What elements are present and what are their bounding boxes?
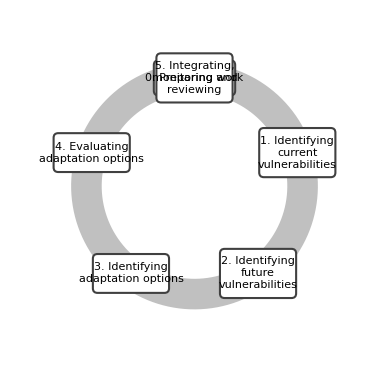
Text: 2. Identifying
future
vulnerabilities: 2. Identifying future vulnerabilities (219, 256, 298, 291)
FancyBboxPatch shape (259, 128, 335, 177)
FancyBboxPatch shape (154, 60, 235, 95)
Text: 1. Identifying
current
vulnerabilities: 1. Identifying current vulnerabilities (258, 136, 337, 170)
FancyBboxPatch shape (220, 249, 296, 298)
FancyBboxPatch shape (156, 53, 233, 102)
FancyBboxPatch shape (54, 133, 130, 172)
Text: 5. Integrating,
monitoring and
reviewing: 5. Integrating, monitoring and reviewing (152, 61, 237, 95)
Text: 3. Identifying
adaptation options: 3. Identifying adaptation options (79, 263, 183, 285)
Text: 0. Preparing work: 0. Preparing work (145, 73, 244, 83)
FancyBboxPatch shape (93, 254, 169, 293)
Text: 4. Evaluating
adaptation options: 4. Evaluating adaptation options (39, 142, 144, 164)
